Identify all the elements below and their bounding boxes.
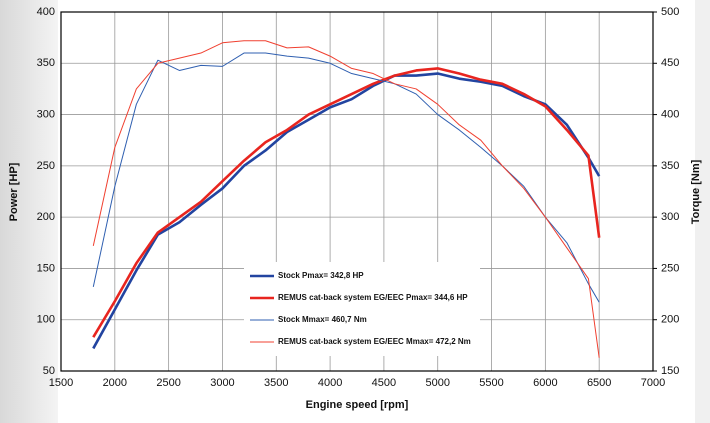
legend-label: Stock Mmax= 460,7 Nm (278, 315, 367, 324)
y2-tick-label: 350 (661, 160, 679, 172)
legend-label: Stock Pmax= 342,8 HP (278, 271, 364, 280)
x-tick-label: 5000 (425, 377, 449, 389)
y-tick-label: 300 (37, 108, 55, 120)
legend-box (244, 262, 480, 356)
y2-tick-label: 250 (661, 262, 679, 274)
x-tick-label: 6000 (533, 377, 557, 389)
y-tick-label: 250 (37, 160, 55, 172)
legend-label: REMUS cat-back system EG/EEC Pmax= 344,6… (278, 293, 468, 302)
y-tick-label: 200 (37, 211, 55, 223)
x-axis-label: Engine speed [rpm] (306, 399, 409, 411)
y-tick-label: 100 (37, 314, 55, 326)
x-tick-label: 4500 (372, 377, 396, 389)
x-tick-label: 7000 (641, 377, 665, 389)
y2-tick-label: 300 (661, 211, 679, 223)
y-tick-label: 150 (37, 262, 55, 274)
y2-axis-label: Torque [Nm] (690, 159, 702, 224)
plot-frame (60, 11, 654, 372)
x-tick-label: 4000 (318, 377, 342, 389)
x-tick-label: 3000 (210, 377, 234, 389)
series-line (92, 72, 601, 350)
x-tick-label: 2000 (103, 377, 127, 389)
side-panel (695, 0, 710, 423)
y2-tick-label: 500 (661, 6, 679, 18)
series-line (92, 52, 600, 303)
y2-tick-label: 200 (661, 314, 679, 326)
y-axis-label: Power [HP] (8, 162, 20, 221)
y2-tick-label: 450 (661, 57, 679, 69)
x-tick-label: 1500 (49, 377, 73, 389)
series-line (92, 40, 600, 358)
x-tick-label: 2500 (156, 377, 180, 389)
y2-tick-label: 400 (661, 108, 679, 120)
y-tick-label: 50 (43, 365, 55, 377)
x-tick-label: 6500 (587, 377, 611, 389)
side-panel (0, 0, 58, 423)
series-line (92, 67, 601, 338)
x-tick-label: 3500 (264, 377, 288, 389)
legend-label: REMUS cat-back system EG/EEC Mmax= 472,2… (278, 337, 471, 346)
y-tick-label: 350 (37, 57, 55, 69)
y2-tick-label: 150 (661, 365, 679, 377)
x-tick-label: 5500 (479, 377, 503, 389)
y-tick-label: 400 (37, 6, 55, 18)
